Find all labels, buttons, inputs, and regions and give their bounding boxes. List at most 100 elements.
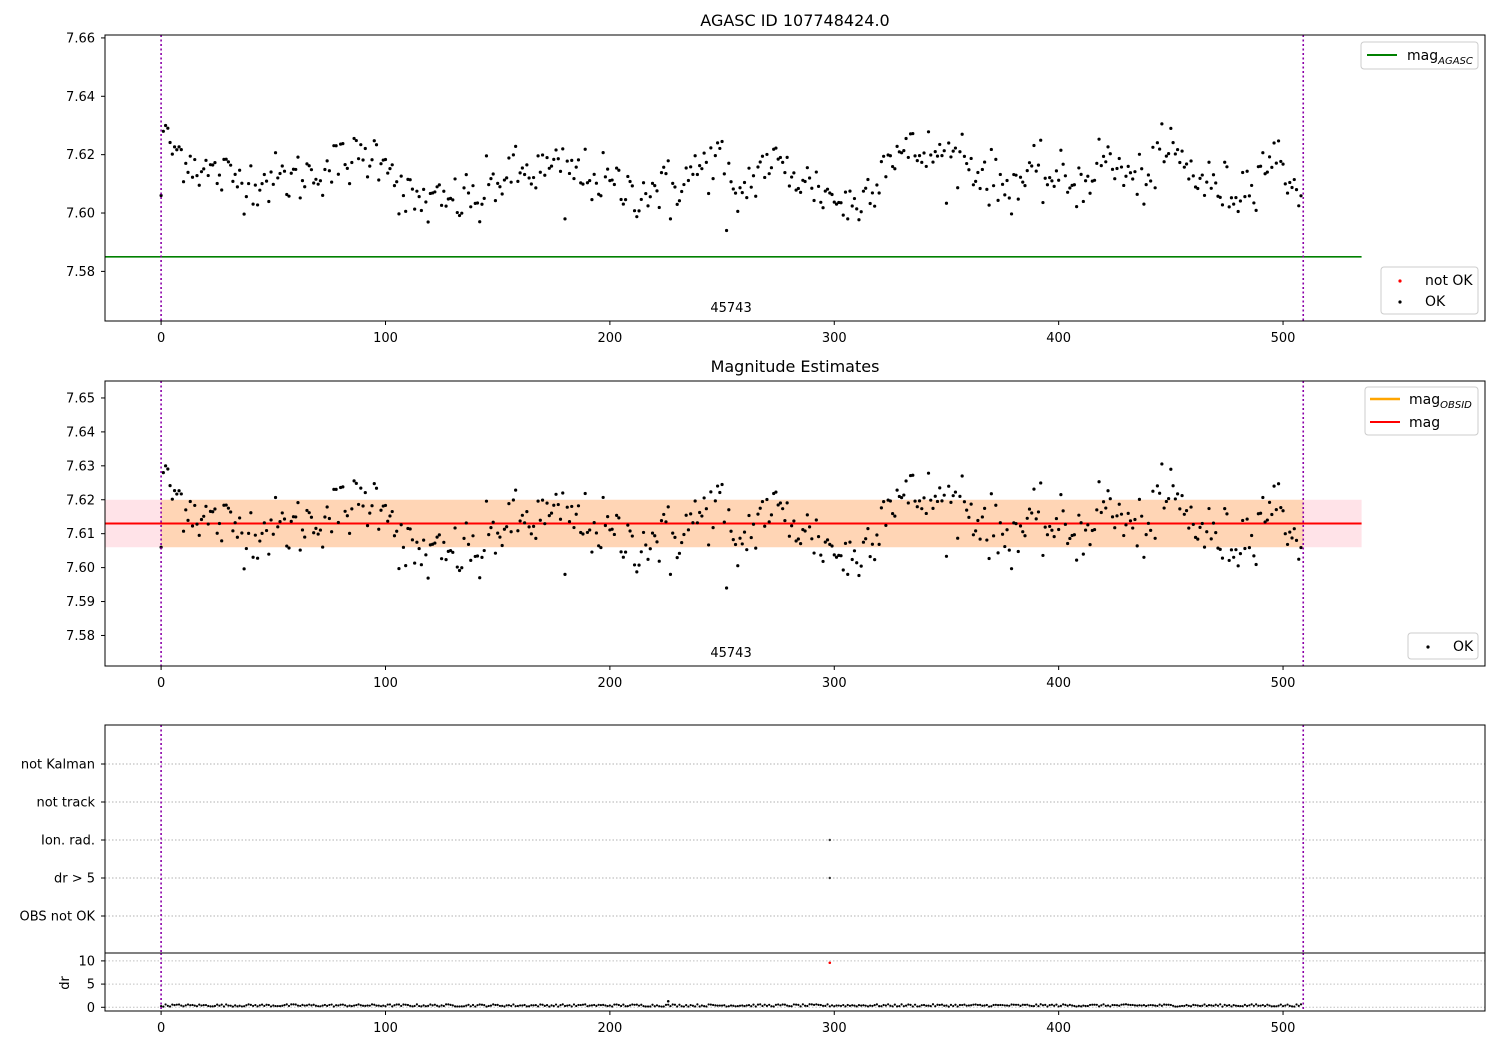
data-point — [875, 533, 879, 537]
dr-point — [1118, 1004, 1121, 1007]
data-point — [1288, 180, 1292, 185]
dr-point — [202, 1004, 205, 1007]
data-point — [722, 520, 726, 524]
data-point — [556, 157, 560, 161]
dr-point — [983, 1004, 986, 1007]
x-tick-label: 200 — [597, 676, 622, 691]
dr-point — [1048, 1003, 1051, 1007]
data-point — [619, 550, 623, 554]
data-point — [296, 501, 300, 505]
data-point — [852, 549, 857, 553]
flag-category-label: dr > 5 — [54, 872, 95, 887]
dr-point — [180, 1004, 183, 1007]
data-point — [877, 542, 881, 546]
data-point — [675, 202, 679, 207]
data-point — [933, 494, 937, 498]
data-point — [516, 529, 520, 533]
dr-point — [770, 1005, 773, 1008]
data-point — [1202, 545, 1207, 549]
data-point — [617, 516, 621, 520]
data-point — [888, 154, 892, 158]
data-point — [258, 188, 262, 192]
data-point — [1252, 554, 1256, 558]
dr-point — [1286, 1003, 1289, 1006]
data-point — [242, 212, 246, 216]
x-tick-label: 500 — [1271, 1021, 1296, 1036]
data-point — [226, 506, 231, 510]
dr-point — [545, 1004, 549, 1007]
data-point — [967, 515, 971, 519]
data-point — [1193, 185, 1198, 189]
dr-point — [1263, 1004, 1267, 1008]
dr-point — [633, 1003, 636, 1006]
data-point — [451, 550, 455, 554]
data-point — [983, 160, 987, 164]
dr-point — [1003, 1004, 1006, 1007]
data-point — [372, 482, 376, 486]
data-point — [996, 198, 1000, 202]
data-point — [1265, 170, 1269, 174]
dr-point — [1066, 1004, 1069, 1007]
data-point — [767, 520, 771, 524]
data-point — [873, 204, 877, 208]
data-point — [1167, 152, 1171, 156]
data-point — [843, 190, 848, 194]
data-point — [693, 154, 697, 158]
data-point — [253, 183, 257, 187]
dr-point — [783, 1003, 787, 1006]
data-point — [731, 538, 735, 542]
data-point — [300, 528, 305, 532]
data-point — [404, 209, 408, 213]
data-point — [1036, 163, 1041, 167]
data-point — [395, 180, 399, 184]
data-point — [303, 535, 307, 539]
data-point — [588, 179, 592, 183]
data-point — [202, 167, 206, 171]
data-point — [1086, 523, 1090, 527]
data-point — [1144, 533, 1148, 537]
dr-point — [577, 1003, 580, 1007]
dr-point — [290, 1003, 293, 1006]
data-point — [1030, 164, 1034, 168]
dr-point — [680, 1005, 683, 1008]
dr-point — [424, 1005, 427, 1008]
data-point — [330, 180, 334, 184]
data-point — [453, 177, 457, 181]
data-point — [742, 180, 747, 185]
data-point — [754, 194, 758, 198]
data-point — [588, 528, 592, 532]
dr-point — [485, 1005, 488, 1008]
data-point — [457, 568, 462, 573]
data-point — [841, 213, 845, 217]
data-point — [332, 487, 336, 491]
data-point — [509, 530, 513, 534]
data-point — [491, 172, 495, 176]
y-tick-label: 7.60 — [66, 561, 95, 576]
dr-point — [1228, 1003, 1231, 1007]
dr-point — [478, 1003, 481, 1006]
data-point — [576, 158, 581, 162]
data-point — [668, 572, 673, 576]
dr-point — [444, 1003, 448, 1006]
data-point — [1209, 537, 1213, 541]
data-point — [821, 559, 825, 564]
data-point — [186, 170, 190, 174]
data-point — [523, 172, 527, 177]
data-point — [525, 510, 529, 514]
dr-point — [1019, 1004, 1022, 1007]
data-point — [235, 185, 239, 189]
dr-point — [808, 1003, 811, 1006]
data-point — [711, 177, 715, 181]
data-point — [215, 531, 219, 535]
data-point — [269, 518, 273, 522]
data-point — [307, 164, 311, 168]
data-point — [630, 534, 634, 538]
data-point — [756, 165, 760, 169]
data-point — [475, 554, 480, 558]
data-point — [695, 521, 699, 525]
data-point — [994, 157, 998, 161]
data-point — [179, 492, 183, 496]
p2-legend-mag-obsid: magOBSID — [1409, 392, 1472, 411]
data-point — [646, 557, 650, 561]
data-point — [1092, 527, 1097, 532]
